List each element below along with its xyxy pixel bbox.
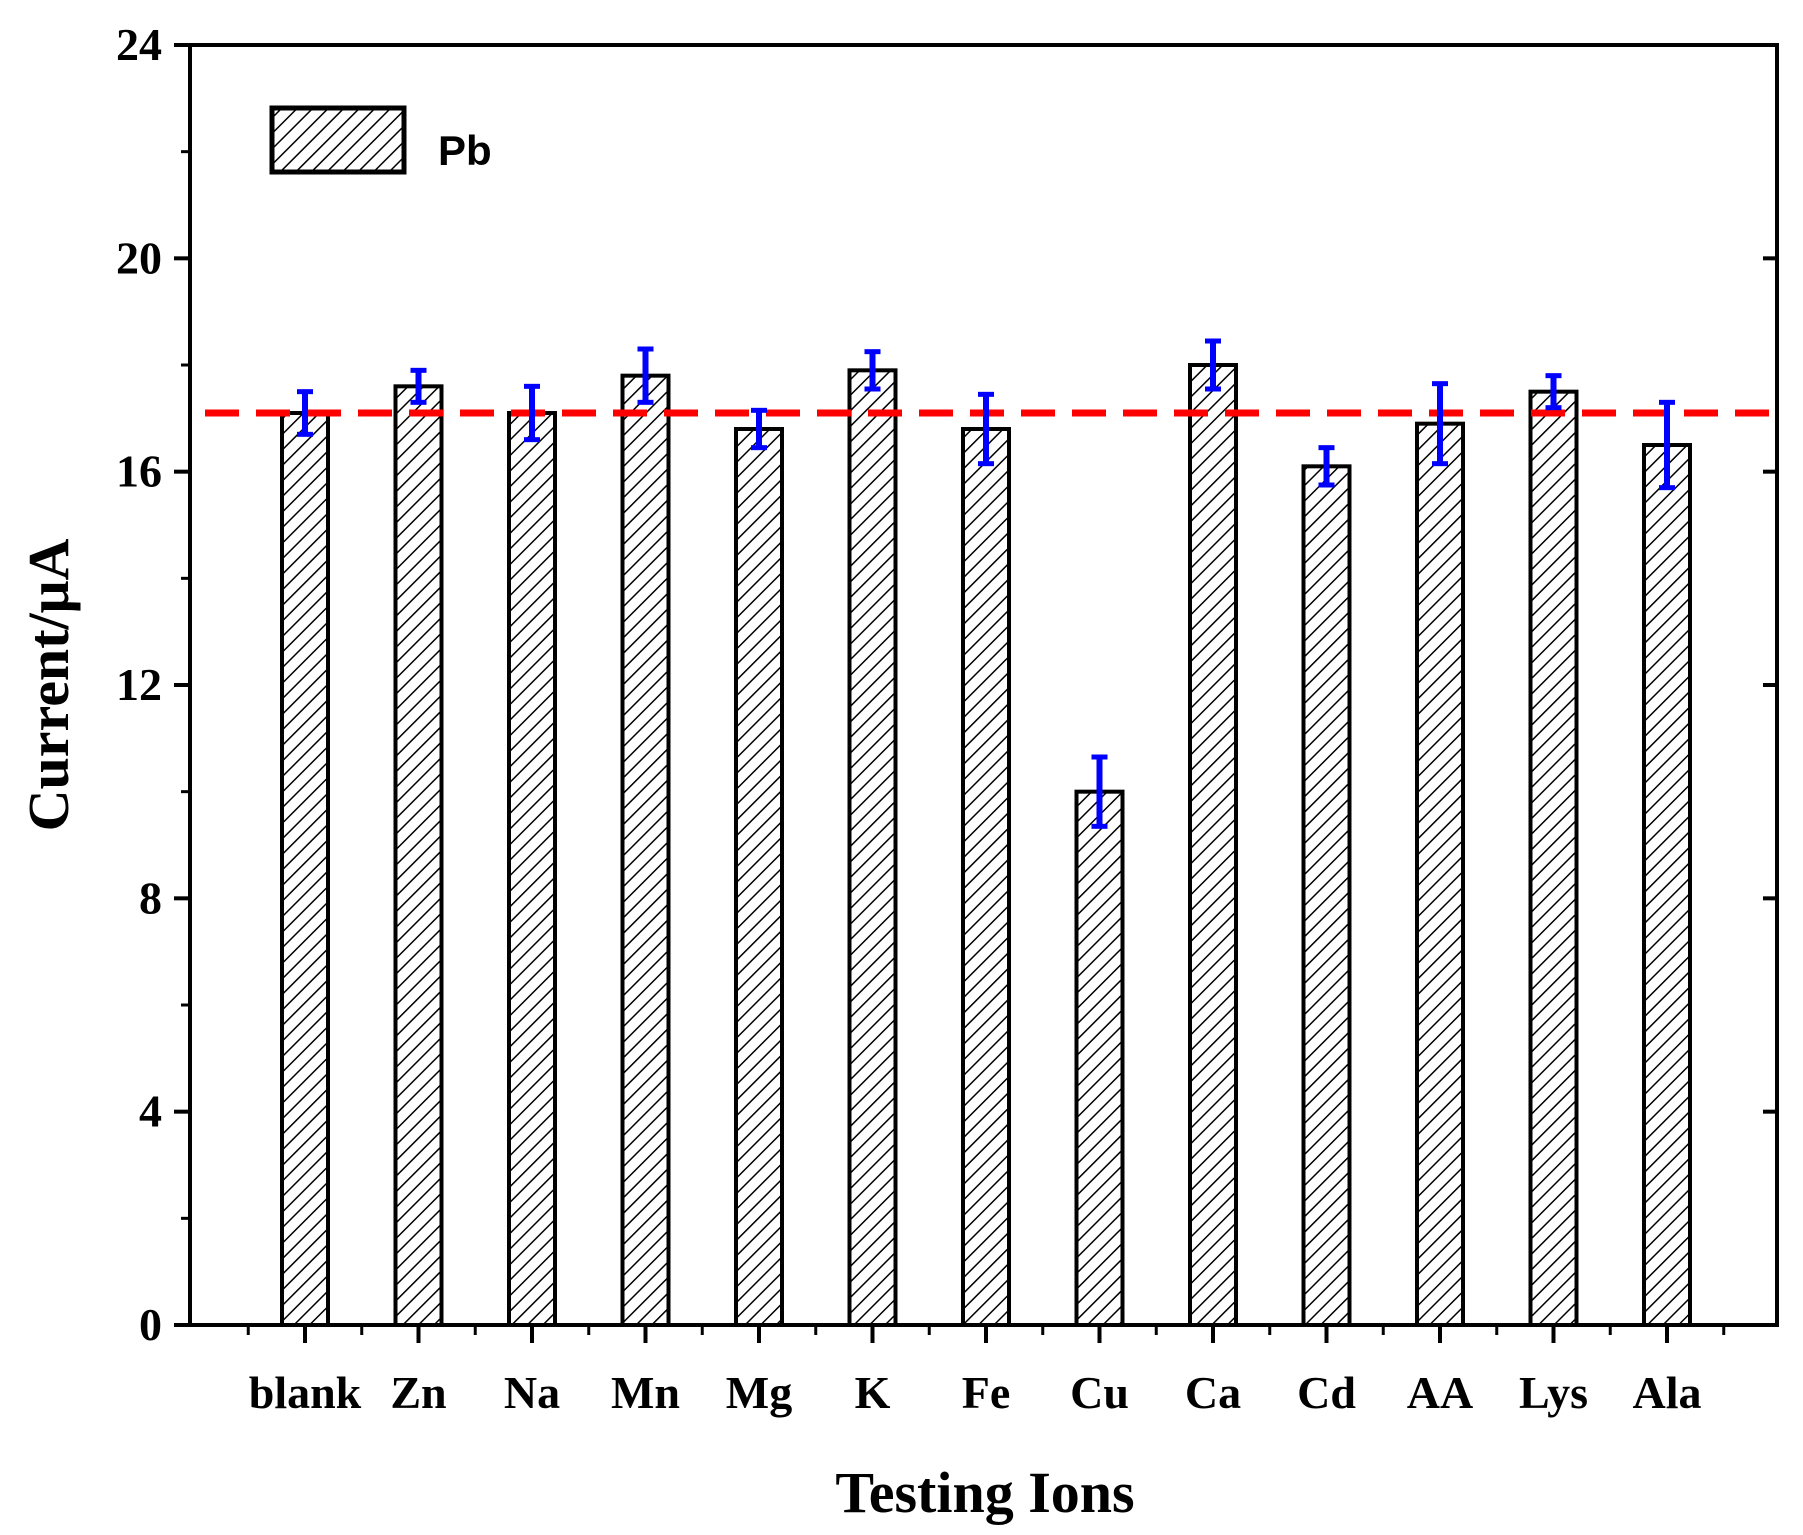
x-tick-label-blank: blank bbox=[249, 1367, 362, 1418]
x-tick-label-Na: Na bbox=[504, 1367, 560, 1418]
y-axis-title: Current/μA bbox=[16, 539, 81, 832]
error-bar-Mn bbox=[637, 346, 654, 405]
x-tick-label-Cd: Cd bbox=[1297, 1367, 1356, 1418]
error-bar-Mg bbox=[751, 407, 767, 451]
x-tick-label-Cu: Cu bbox=[1070, 1367, 1129, 1418]
bar-Cd bbox=[1301, 464, 1352, 1328]
bar-K bbox=[847, 368, 898, 1328]
legend: Pb bbox=[269, 105, 492, 175]
bar-Mn bbox=[620, 373, 671, 1327]
error-bar-Ca bbox=[1205, 338, 1221, 392]
bar-Lys bbox=[1528, 389, 1579, 1327]
y-tick-label: 12 bbox=[116, 659, 162, 710]
error-bar-Cu bbox=[1091, 754, 1108, 829]
error-bar-Na bbox=[524, 383, 540, 443]
y-tick-label: 20 bbox=[116, 232, 162, 283]
error-bar-Lys bbox=[1545, 373, 1562, 411]
error-bar-Ala bbox=[1659, 399, 1675, 491]
bar-Ala bbox=[1642, 443, 1692, 1327]
bar-blank bbox=[280, 411, 330, 1327]
error-bar-Fe bbox=[978, 391, 994, 467]
y-tick-label: 4 bbox=[139, 1086, 162, 1137]
bar-Na bbox=[507, 411, 557, 1327]
x-axis-title: Testing Ions bbox=[835, 1460, 1134, 1525]
x-tick-label-AA: AA bbox=[1407, 1367, 1473, 1418]
error-bar-K bbox=[864, 349, 881, 392]
y-tick-label: 0 bbox=[139, 1299, 162, 1350]
legend-label: Pb bbox=[438, 127, 492, 174]
bar-Fe bbox=[961, 427, 1011, 1327]
bar-Ca bbox=[1188, 363, 1238, 1327]
y-tick-label: 8 bbox=[139, 872, 162, 923]
x-tick-label-Mg: Mg bbox=[726, 1367, 792, 1418]
bar-AA bbox=[1415, 421, 1465, 1327]
error-bar-blank bbox=[297, 389, 313, 437]
x-tick-label-Mn: Mn bbox=[611, 1367, 680, 1418]
bar-Zn bbox=[393, 384, 444, 1328]
error-bar-Zn bbox=[410, 367, 427, 405]
x-tick-label-Fe: Fe bbox=[962, 1367, 1011, 1418]
x-tick-label-K: K bbox=[855, 1367, 891, 1418]
y-tick-label: 24 bbox=[116, 19, 162, 70]
error-bar-AA bbox=[1432, 381, 1448, 467]
x-tick-label-Zn: Zn bbox=[390, 1367, 446, 1418]
x-tick-label-Ala: Ala bbox=[1633, 1367, 1702, 1418]
bar-Mg bbox=[734, 427, 784, 1327]
x-tick-label-Lys: Lys bbox=[1519, 1367, 1588, 1418]
legend-swatch bbox=[269, 105, 407, 175]
bar-Cu bbox=[1074, 789, 1125, 1327]
error-bar-Cd bbox=[1318, 445, 1335, 488]
y-tick-label: 16 bbox=[116, 446, 162, 497]
x-tick-label-Ca: Ca bbox=[1185, 1367, 1241, 1418]
